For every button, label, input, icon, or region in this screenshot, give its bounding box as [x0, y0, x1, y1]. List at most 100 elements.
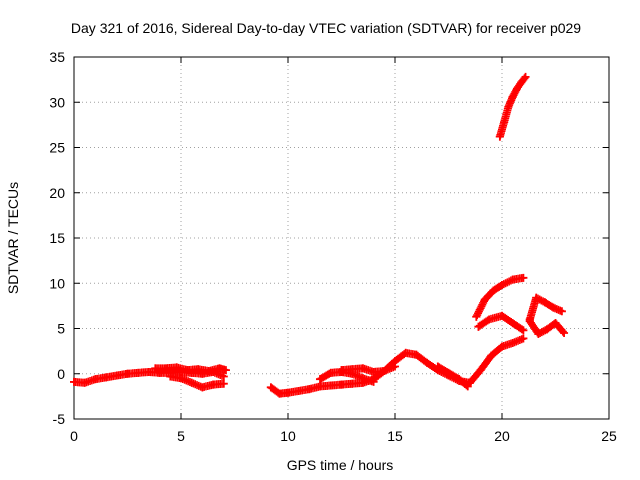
data-point: [305, 385, 314, 394]
data-point: [358, 364, 367, 373]
data-point: [219, 379, 228, 388]
data-point: [198, 383, 207, 392]
data-point: [266, 383, 275, 392]
data-point: [512, 84, 521, 93]
data-point: [463, 382, 472, 391]
data-point: [134, 368, 143, 377]
data-point: [498, 281, 506, 290]
series-arc-2: [151, 363, 230, 376]
y-tick-label: 20: [49, 185, 65, 201]
y-tick-label: 5: [57, 321, 65, 337]
data-point: [91, 375, 100, 384]
data-point: [369, 367, 378, 376]
data-point: [316, 382, 325, 391]
data-point: [498, 342, 506, 351]
data-point: [508, 338, 517, 347]
data-point: [540, 298, 549, 307]
y-tick-label: 25: [49, 140, 65, 156]
data-point: [151, 364, 160, 373]
data-point: [144, 367, 153, 376]
y-tick-label: 15: [49, 230, 65, 246]
data-point: [166, 372, 175, 381]
data-point: [433, 362, 442, 371]
x-tick-label: 20: [494, 428, 510, 444]
series-arc-12: [525, 317, 569, 338]
data-point: [519, 334, 528, 343]
data-point: [284, 388, 292, 397]
data-point: [70, 377, 78, 386]
data-point: [112, 371, 121, 380]
data-point: [316, 375, 325, 384]
trace-marker: [558, 327, 567, 336]
y-axis-label: SDTVAR / TECUs: [5, 182, 21, 294]
chart-title: Day 321 of 2016, Sidereal Day-to-day VTE…: [71, 20, 581, 36]
data-point: [500, 118, 509, 127]
data-point: [162, 364, 171, 373]
data-point: [348, 379, 357, 388]
data-point: [480, 295, 489, 304]
trace-marker: [517, 325, 526, 334]
data-point: [476, 366, 485, 375]
data-point: [423, 358, 432, 367]
y-tick-label: 0: [57, 366, 65, 382]
data-point: [294, 386, 303, 395]
data-point: [560, 329, 569, 338]
data-point: [187, 378, 196, 387]
series-arc-9: [474, 311, 528, 335]
data-point: [521, 72, 530, 81]
data-point: [534, 329, 543, 338]
data-point: [455, 375, 464, 384]
data-point: [517, 78, 526, 87]
data-point: [123, 369, 132, 378]
trace-marker: [520, 74, 529, 83]
data-point: [498, 311, 506, 320]
data-point: [472, 312, 481, 321]
data-point: [508, 275, 517, 284]
data-point: [183, 366, 192, 375]
data-point: [525, 317, 534, 326]
y-tick-label: 35: [49, 49, 65, 65]
data-point: [221, 366, 230, 375]
trace-marker: [503, 278, 512, 287]
data-point: [358, 374, 367, 383]
data-point: [219, 372, 228, 381]
data-point: [401, 348, 410, 357]
data-point: [495, 132, 504, 141]
y-tick-label: -5: [53, 411, 66, 427]
data-point: [474, 322, 483, 331]
x-tick-label: 0: [70, 428, 78, 444]
data-point: [337, 366, 346, 375]
data-point: [337, 380, 346, 389]
data-point: [194, 365, 203, 374]
data-point: [485, 315, 494, 324]
series-arc-6: [337, 362, 399, 376]
data-point: [80, 378, 89, 387]
data-point: [380, 367, 389, 376]
data-point: [412, 350, 421, 359]
data-point: [369, 377, 378, 386]
series-arc-7: [433, 362, 472, 391]
data-point: [557, 307, 566, 316]
data-point: [102, 373, 111, 382]
x-tick-label: 25: [601, 428, 617, 444]
y-tick-label: 10: [49, 275, 65, 291]
y-tick-label: 30: [49, 94, 65, 110]
data-point: [508, 319, 517, 328]
trace-marker: [462, 381, 471, 390]
data-point: [391, 362, 399, 371]
x-tick-label: 15: [387, 428, 403, 444]
x-tick-label: 10: [280, 428, 296, 444]
series-arc-10: [495, 72, 530, 141]
data-point: [551, 319, 560, 328]
x-tick-label: 5: [177, 428, 185, 444]
x-axis-label: GPS time / hours: [287, 457, 394, 473]
grid: [74, 57, 609, 419]
data-point: [487, 351, 496, 360]
data-point: [275, 389, 284, 398]
data-point: [549, 303, 558, 312]
data-point: [348, 365, 357, 374]
data-point: [172, 363, 181, 372]
data-point: [215, 364, 224, 373]
